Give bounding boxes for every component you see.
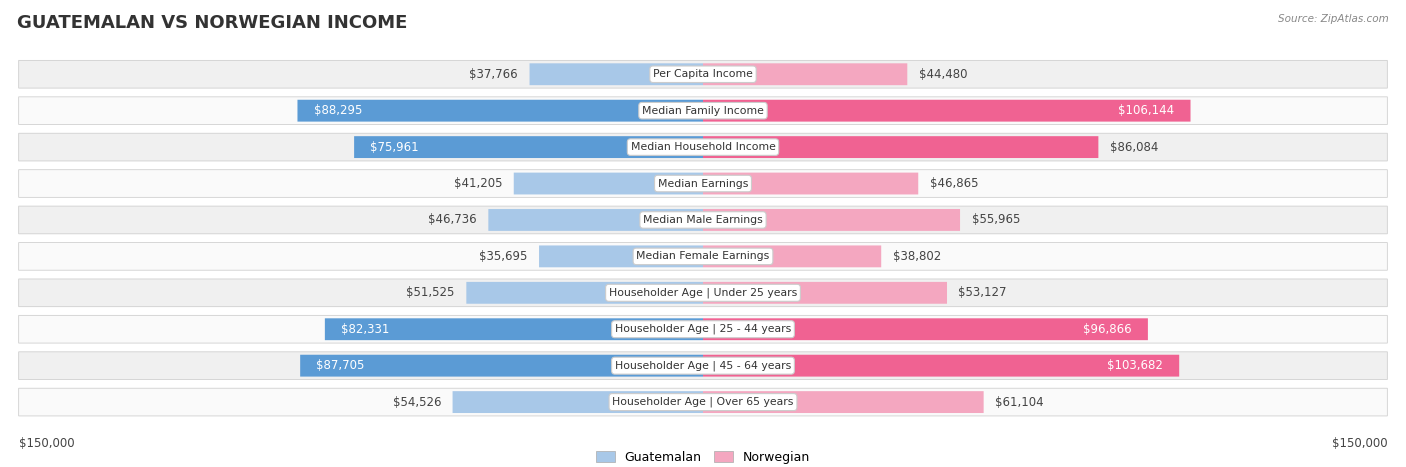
Text: $96,866: $96,866 bbox=[1083, 323, 1132, 336]
FancyBboxPatch shape bbox=[18, 242, 1388, 270]
Text: $38,802: $38,802 bbox=[893, 250, 941, 263]
Text: $103,682: $103,682 bbox=[1108, 359, 1163, 372]
FancyBboxPatch shape bbox=[488, 209, 703, 231]
Text: $51,525: $51,525 bbox=[406, 286, 456, 299]
Text: $150,000: $150,000 bbox=[1331, 437, 1388, 450]
FancyBboxPatch shape bbox=[325, 318, 703, 340]
Text: $106,144: $106,144 bbox=[1118, 104, 1174, 117]
Text: $35,695: $35,695 bbox=[479, 250, 527, 263]
Text: $46,865: $46,865 bbox=[929, 177, 979, 190]
FancyBboxPatch shape bbox=[18, 388, 1388, 416]
Text: $54,526: $54,526 bbox=[392, 396, 441, 409]
FancyBboxPatch shape bbox=[299, 355, 703, 376]
Text: Median Household Income: Median Household Income bbox=[630, 142, 776, 152]
FancyBboxPatch shape bbox=[703, 282, 948, 304]
Text: $82,331: $82,331 bbox=[340, 323, 389, 336]
Text: Median Male Earnings: Median Male Earnings bbox=[643, 215, 763, 225]
Text: $61,104: $61,104 bbox=[995, 396, 1043, 409]
FancyBboxPatch shape bbox=[18, 170, 1388, 198]
FancyBboxPatch shape bbox=[18, 352, 1388, 380]
Legend: Guatemalan, Norwegian: Guatemalan, Norwegian bbox=[591, 446, 815, 467]
Text: $46,736: $46,736 bbox=[429, 213, 477, 226]
Text: Householder Age | Under 25 years: Householder Age | Under 25 years bbox=[609, 288, 797, 298]
Text: $44,480: $44,480 bbox=[918, 68, 967, 81]
Text: $88,295: $88,295 bbox=[314, 104, 361, 117]
FancyBboxPatch shape bbox=[703, 355, 1180, 376]
Text: $53,127: $53,127 bbox=[959, 286, 1007, 299]
FancyBboxPatch shape bbox=[703, 100, 1191, 121]
FancyBboxPatch shape bbox=[354, 136, 703, 158]
FancyBboxPatch shape bbox=[298, 100, 703, 121]
Text: Householder Age | Over 65 years: Householder Age | Over 65 years bbox=[612, 397, 794, 407]
FancyBboxPatch shape bbox=[703, 136, 1098, 158]
FancyBboxPatch shape bbox=[18, 315, 1388, 343]
Text: $55,965: $55,965 bbox=[972, 213, 1019, 226]
Text: $150,000: $150,000 bbox=[18, 437, 75, 450]
Text: Householder Age | 25 - 44 years: Householder Age | 25 - 44 years bbox=[614, 324, 792, 334]
FancyBboxPatch shape bbox=[18, 97, 1388, 125]
FancyBboxPatch shape bbox=[703, 246, 882, 267]
FancyBboxPatch shape bbox=[18, 60, 1388, 88]
FancyBboxPatch shape bbox=[703, 173, 918, 194]
FancyBboxPatch shape bbox=[513, 173, 703, 194]
Text: Median Female Earnings: Median Female Earnings bbox=[637, 251, 769, 262]
Text: $87,705: $87,705 bbox=[316, 359, 364, 372]
FancyBboxPatch shape bbox=[538, 246, 703, 267]
Text: Median Family Income: Median Family Income bbox=[643, 106, 763, 116]
Text: Median Earnings: Median Earnings bbox=[658, 178, 748, 189]
FancyBboxPatch shape bbox=[703, 209, 960, 231]
FancyBboxPatch shape bbox=[18, 133, 1388, 161]
FancyBboxPatch shape bbox=[703, 318, 1147, 340]
FancyBboxPatch shape bbox=[467, 282, 703, 304]
Text: GUATEMALAN VS NORWEGIAN INCOME: GUATEMALAN VS NORWEGIAN INCOME bbox=[17, 14, 408, 32]
Text: $86,084: $86,084 bbox=[1109, 141, 1159, 154]
FancyBboxPatch shape bbox=[18, 279, 1388, 307]
FancyBboxPatch shape bbox=[453, 391, 703, 413]
FancyBboxPatch shape bbox=[703, 64, 907, 85]
Text: Source: ZipAtlas.com: Source: ZipAtlas.com bbox=[1278, 14, 1389, 24]
Text: $37,766: $37,766 bbox=[470, 68, 517, 81]
FancyBboxPatch shape bbox=[703, 391, 984, 413]
Text: Per Capita Income: Per Capita Income bbox=[652, 69, 754, 79]
Text: Householder Age | 45 - 64 years: Householder Age | 45 - 64 years bbox=[614, 361, 792, 371]
FancyBboxPatch shape bbox=[18, 206, 1388, 234]
Text: $41,205: $41,205 bbox=[454, 177, 502, 190]
Text: $75,961: $75,961 bbox=[370, 141, 419, 154]
FancyBboxPatch shape bbox=[530, 64, 703, 85]
